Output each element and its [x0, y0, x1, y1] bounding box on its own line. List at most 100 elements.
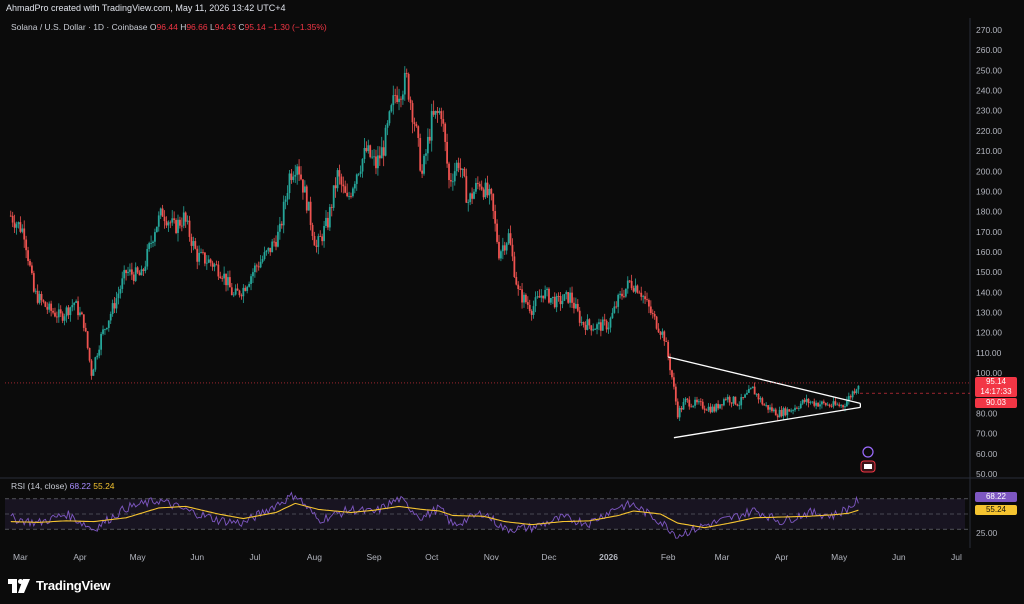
- price-tick-label: 210.00: [976, 146, 1002, 156]
- candle-body: [52, 310, 54, 313]
- price-tick-label: 160.00: [976, 247, 1002, 257]
- price-tick-label: 140.00: [976, 287, 1002, 297]
- candle-body: [557, 295, 560, 297]
- candle-body: [34, 290, 37, 292]
- candle-body: [163, 216, 166, 222]
- symbol-label: Solana / U.S. Dollar · 1D · Coinbase: [11, 22, 148, 32]
- rsi-tick-label: 25.00: [976, 528, 998, 538]
- candle-body: [796, 407, 798, 409]
- candle-body: [113, 303, 116, 309]
- last-price-tag: 95.14 14:17:33: [975, 377, 1017, 397]
- candle-body: [423, 155, 425, 174]
- event-icon: [862, 446, 874, 458]
- rsi-value-tag: 68.22: [975, 492, 1017, 502]
- candle-body: [150, 243, 152, 244]
- candle-body: [119, 288, 122, 294]
- candle-body: [815, 402, 818, 406]
- triangle-pattern[interactable]: [667, 356, 862, 439]
- candle-body: [649, 306, 652, 313]
- candle-body: [451, 181, 454, 183]
- candle-body: [828, 404, 831, 407]
- candle-body: [446, 141, 448, 164]
- candle-body: [613, 306, 616, 313]
- candle-body: [54, 312, 56, 317]
- countdown-value: 14:17:33: [980, 387, 1012, 396]
- candle-body: [763, 404, 766, 406]
- tradingview-logo-icon: [8, 578, 30, 593]
- candle-body: [671, 370, 673, 378]
- candle-body: [263, 252, 266, 259]
- candle-body: [134, 267, 137, 281]
- candle-body: [69, 307, 72, 316]
- candle-body: [690, 406, 693, 408]
- candle-body: [282, 201, 285, 226]
- candle-body: [342, 184, 345, 187]
- candle-body: [350, 196, 352, 197]
- candle-body: [801, 399, 804, 404]
- candle-body: [157, 215, 160, 227]
- candle-body: [11, 215, 14, 223]
- candle-body: [440, 111, 443, 120]
- candle-body: [394, 95, 397, 96]
- candle-body: [494, 211, 497, 224]
- candle-body: [111, 303, 114, 315]
- candle-body: [17, 222, 20, 225]
- time-tick-label: Oct: [425, 552, 439, 562]
- high-value: 96.66: [186, 22, 208, 32]
- rsi-legend: RSI (14, close) 68.22 55.24: [11, 481, 115, 491]
- candle-body: [336, 170, 339, 189]
- candle-body: [713, 406, 716, 412]
- candle-body: [661, 331, 664, 335]
- candle-body: [669, 357, 671, 371]
- candle-body: [130, 269, 133, 275]
- candle-body: [348, 196, 350, 197]
- candle-body: [578, 310, 581, 323]
- candle-body: [225, 273, 227, 286]
- candle-body: [200, 251, 202, 253]
- candle-body: [92, 369, 95, 376]
- price-axis[interactable]: 270.00 260.00 250.00 240.00 230.00 220.00 210.…: [976, 25, 1002, 479]
- candle-body: [50, 303, 53, 311]
- candle-body: [740, 397, 743, 406]
- candle-body: [834, 401, 837, 405]
- candle-body: [278, 223, 281, 232]
- candle-body: [27, 250, 29, 261]
- candle-body: [857, 385, 860, 390]
- candle-body: [252, 272, 254, 277]
- candle-body: [36, 290, 39, 303]
- candle-body: [480, 186, 483, 190]
- candle-body: [736, 404, 739, 406]
- candle-body: [267, 247, 270, 251]
- candle-body: [599, 322, 602, 331]
- candle-body: [817, 402, 819, 407]
- candle-body: [146, 248, 149, 267]
- candle-body: [465, 176, 468, 203]
- candle-body: [519, 289, 522, 290]
- candle-body: [426, 136, 429, 154]
- candle-body: [646, 299, 648, 301]
- candle-body: [567, 292, 570, 303]
- candle-body: [401, 94, 404, 100]
- candle-body: [784, 408, 787, 416]
- candle-body: [586, 319, 589, 330]
- candle-body: [788, 409, 791, 412]
- candle-body: [144, 266, 147, 271]
- chart-icons: [860, 446, 876, 473]
- candle-body: [325, 217, 327, 227]
- candle-body: [594, 329, 597, 331]
- candle-body: [42, 300, 45, 302]
- candle-body: [205, 262, 208, 264]
- candle-body: [407, 73, 410, 100]
- candle-body: [365, 147, 368, 152]
- candle-body: [555, 295, 558, 308]
- price-lines: [5, 382, 970, 394]
- candle-body: [705, 409, 708, 411]
- tradingview-brand[interactable]: TradingView: [8, 578, 110, 593]
- price-chart[interactable]: 270.00 260.00 250.00 240.00 230.00 220.00 210.…: [0, 0, 1024, 568]
- candle-body: [674, 386, 677, 402]
- candle-body: [721, 404, 723, 406]
- candle-body: [707, 406, 710, 411]
- time-axis[interactable]: Mar Apr May Jun Jul Aug Sep Oct Nov Dec 2026 Feb Mar…: [13, 552, 962, 562]
- candle-body: [619, 293, 621, 295]
